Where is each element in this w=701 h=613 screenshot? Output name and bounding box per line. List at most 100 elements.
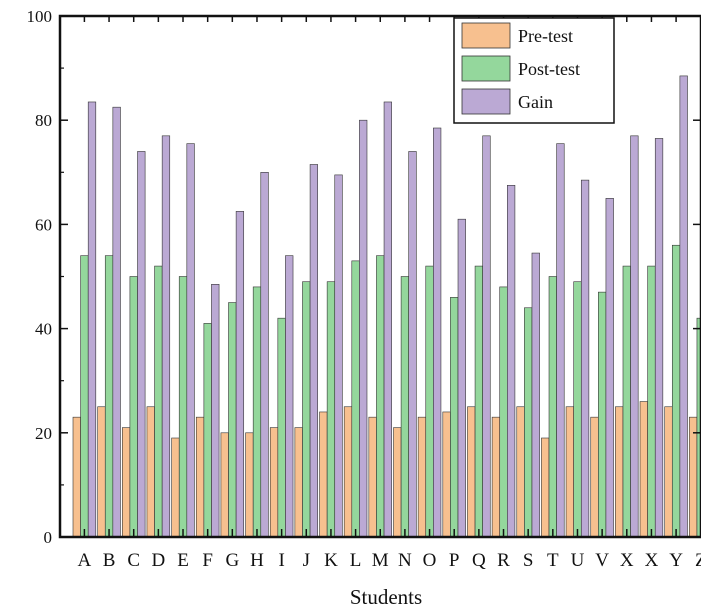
- legend: Pre-test Post-test Gain: [453, 17, 615, 124]
- bar: [482, 135, 491, 538]
- bar: [524, 307, 533, 538]
- bar: [679, 75, 688, 538]
- bar: [195, 416, 205, 538]
- bar: [499, 286, 508, 538]
- bar: [351, 260, 360, 538]
- bar: [433, 127, 442, 538]
- bar: [211, 284, 220, 538]
- bar: [161, 135, 171, 538]
- bar: [531, 252, 540, 538]
- bar: [87, 101, 97, 538]
- bar: [171, 437, 180, 538]
- bar: [326, 281, 336, 538]
- bar: [368, 416, 377, 538]
- bar: [186, 143, 195, 538]
- x-tick-label: B: [103, 550, 116, 571]
- bar-group: [122, 151, 146, 538]
- bar: [630, 135, 639, 538]
- bar: [376, 255, 385, 538]
- x-tick-label: Y: [669, 550, 683, 571]
- x-tick-label: A: [78, 550, 92, 571]
- bar: [359, 119, 368, 538]
- bar: [228, 302, 237, 538]
- bar: [507, 185, 516, 538]
- x-tick-label: T: [547, 550, 559, 571]
- bar: [302, 281, 311, 538]
- x-tick-label: V: [595, 550, 609, 571]
- bar: [565, 406, 574, 538]
- x-tick-label: E: [177, 550, 189, 571]
- bar: [285, 255, 294, 538]
- legend-swatch: [461, 55, 511, 82]
- bar: [178, 276, 188, 538]
- bar: [425, 265, 434, 538]
- bar: [245, 432, 254, 538]
- bar: [154, 265, 163, 538]
- bar: [573, 281, 582, 538]
- bar: [235, 211, 245, 538]
- bar-group: [220, 211, 245, 538]
- bar-group: [639, 138, 664, 538]
- bar: [400, 276, 410, 538]
- x-tick-label: I: [278, 550, 284, 571]
- bar-group: [171, 143, 195, 538]
- bar-group: [565, 179, 590, 538]
- legend-label: Gain: [518, 92, 553, 112]
- bar-group: [516, 252, 540, 538]
- y-tick-label: 20: [35, 424, 52, 443]
- bar: [260, 172, 269, 538]
- bar: [343, 406, 353, 538]
- bar-group: [368, 101, 392, 538]
- x-tick-label: K: [324, 550, 338, 571]
- bar: [622, 265, 631, 538]
- bar-group: [146, 135, 171, 538]
- y-tick-label: 100: [27, 7, 53, 26]
- bar: [319, 411, 328, 538]
- bar: [334, 174, 343, 538]
- bar: [393, 427, 402, 538]
- y-axis: 0 20 40 60 80 100: [27, 7, 701, 547]
- x-tick-label: P: [449, 550, 460, 571]
- bar-group: [615, 135, 639, 538]
- bar-group: [541, 143, 565, 538]
- x-axis-title: Students: [350, 585, 422, 609]
- x-tick-label: C: [127, 550, 140, 571]
- bar: [467, 406, 476, 538]
- x-tick-label: M: [372, 550, 389, 571]
- x-tick-label: Z: [695, 550, 701, 571]
- bar-group: [442, 218, 466, 538]
- bar: [474, 265, 483, 538]
- bar-group: [417, 127, 442, 538]
- bars-layer: [72, 75, 701, 538]
- x-tick-label: F: [202, 550, 213, 571]
- bar: [252, 286, 262, 538]
- bar-group: [72, 101, 97, 538]
- bar: [654, 138, 664, 538]
- legend-item: Post-test: [461, 55, 580, 82]
- x-tick-label: J: [303, 550, 310, 571]
- bar: [277, 317, 286, 538]
- bar-group: [245, 172, 269, 538]
- bar: [689, 416, 698, 538]
- bar: [639, 401, 648, 538]
- legend-label: Post-test: [518, 59, 580, 79]
- bar: [137, 151, 146, 538]
- x-tick-label: H: [250, 550, 264, 571]
- legend-item: Gain: [461, 88, 553, 115]
- legend-swatch: [461, 88, 511, 115]
- bar-group: [590, 198, 614, 538]
- bar: [598, 291, 607, 538]
- x-tick-label: Q: [472, 550, 486, 571]
- y-tick-label: 0: [44, 528, 53, 547]
- bar: [671, 244, 681, 538]
- legend-swatch: [461, 22, 511, 49]
- bar-group: [319, 174, 343, 538]
- x-tick-label: O: [423, 550, 437, 571]
- bar-group: [664, 75, 688, 538]
- y-tick-label: 80: [35, 111, 52, 130]
- bar-group: [343, 119, 368, 538]
- bar: [146, 406, 155, 538]
- bar: [97, 406, 106, 538]
- bar: [548, 276, 557, 538]
